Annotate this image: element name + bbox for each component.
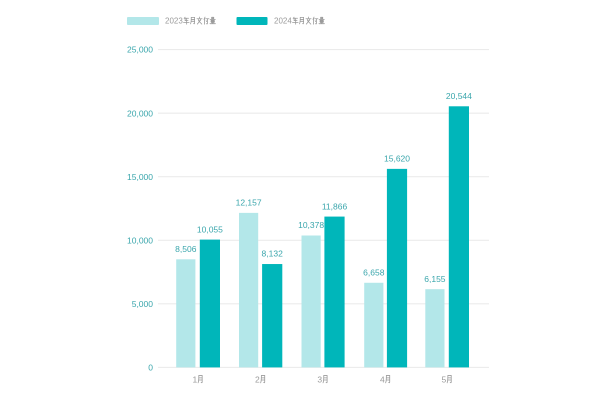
- svg-text:8,132: 8,132: [262, 249, 284, 259]
- svg-text:3: 3: [317, 374, 322, 384]
- svg-text:10,055: 10,055: [197, 224, 223, 234]
- svg-text:0: 0: [148, 362, 153, 372]
- svg-text:10,378: 10,378: [298, 220, 324, 230]
- svg-text:8,506: 8,506: [175, 244, 197, 254]
- svg-text:12,157: 12,157: [236, 198, 262, 208]
- svg-text:6,658: 6,658: [363, 267, 385, 277]
- svg-text:2: 2: [255, 374, 260, 384]
- svg-text:15,000: 15,000: [127, 172, 153, 182]
- svg-text:15,620: 15,620: [384, 154, 410, 164]
- svg-text:10,000: 10,000: [127, 235, 153, 245]
- svg-text:1: 1: [192, 374, 197, 384]
- svg-text:4: 4: [380, 374, 385, 384]
- svg-text:11,866: 11,866: [322, 201, 348, 211]
- svg-text:2023: 2023: [165, 16, 183, 25]
- svg-text:2024: 2024: [274, 16, 292, 25]
- svg-text:5: 5: [441, 374, 446, 384]
- svg-text:6,155: 6,155: [424, 274, 446, 284]
- svg-text:20,000: 20,000: [127, 108, 153, 118]
- svg-text:25,000: 25,000: [127, 45, 153, 55]
- svg-text:20,544: 20,544: [446, 91, 472, 101]
- svg-text:5,000: 5,000: [132, 299, 154, 309]
